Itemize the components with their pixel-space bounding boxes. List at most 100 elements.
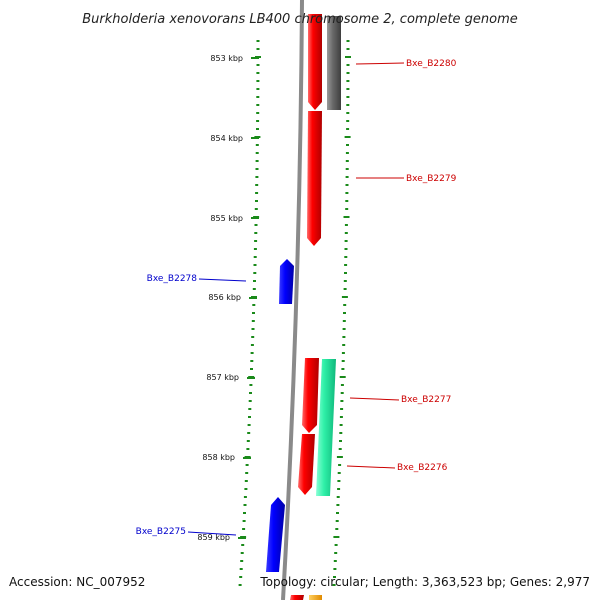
gene-label-bxe-b2279[interactable]: Bxe_B2279 [406,174,457,184]
minor-tick-mark [255,200,258,202]
chromosome-backbone [281,0,304,600]
minor-tick-mark [253,248,257,250]
gene-red-fragment-arrow[interactable] [298,434,315,495]
minor-tick-mark [340,408,344,410]
right-tick-rail [332,40,351,586]
minor-tick-mark [247,424,251,426]
minor-tick-mark [242,528,246,530]
minor-tick-mark [246,448,250,450]
minor-tick-mark [256,88,260,90]
minor-tick-mark [344,136,351,138]
leader-line [355,62,405,65]
gene-label-bxe-b2276[interactable]: Bxe_B2276 [397,463,448,473]
minor-tick-mark [246,440,250,442]
kbp-tick-label: 855 kbp [210,214,243,223]
gene-gray-feature[interactable] [327,16,341,110]
minor-tick-mark [253,264,257,266]
minor-tick-mark [250,360,254,362]
leader-line [198,278,247,282]
gene-bxe-b2278-arrow[interactable] [279,259,294,304]
minor-tick-mark [252,288,256,290]
minor-tick-mark [255,192,259,194]
minor-tick-mark [255,176,259,178]
minor-tick-mark [345,192,349,194]
minor-tick-mark [345,168,349,170]
minor-tick-mark [343,304,347,306]
minor-tick-mark [344,248,348,250]
minor-tick-mark [249,384,253,386]
minor-tick-mark [256,128,259,130]
minor-tick-mark [333,568,337,570]
minor-tick-mark [343,280,347,282]
gene-bxe-b2277-arrow[interactable] [302,358,319,433]
minor-tick-mark [242,520,246,522]
features [266,14,341,600]
minor-tick-mark [346,80,350,82]
minor-tick-mark [345,176,349,178]
map-title: Burkholderia xenovorans LB400 chromosome… [82,12,518,27]
minor-tick-mark [332,584,336,586]
minor-tick-mark [333,536,340,538]
minor-tick-mark [346,88,350,90]
minor-tick-mark [339,440,342,442]
minor-tick-mark [346,104,350,106]
minor-tick-mark [337,472,341,474]
gene-bottom-orange-fragment[interactable] [309,595,322,600]
minor-tick-mark [338,448,342,450]
minor-tick-mark [254,224,258,226]
gene-bxe-b2275-arrow[interactable] [266,497,285,572]
minor-tick-mark [247,432,251,434]
minor-tick-mark [240,560,244,562]
minor-tick-mark [244,488,248,490]
gene-bottom-red-fragment[interactable] [290,595,304,600]
minor-tick-mark [255,144,259,146]
minor-tick-mark [239,576,243,578]
minor-tick-mark [342,320,346,322]
minor-tick-mark [255,160,259,162]
minor-tick-mark [335,520,339,522]
minor-tick-mark [341,352,345,354]
minor-tick-mark [254,208,258,210]
minor-tick-mark [253,256,257,258]
kbp-tick-mark [247,377,255,379]
minor-tick-mark [345,160,349,162]
minor-tick-mark [253,280,256,282]
minor-tick-mark [238,584,242,586]
minor-tick-mark [342,328,346,330]
minor-tick-mark [254,240,258,242]
minor-tick-mark [335,528,339,530]
minor-tick-mark [342,344,346,346]
gene-label-bxe-b2277[interactable]: Bxe_B2277 [401,395,451,405]
gene-label-bxe-b2278[interactable]: Bxe_B2278 [147,274,198,284]
minor-tick-mark [256,80,260,82]
minor-tick-mark [345,208,349,210]
gene-bxe-b2280-arrow[interactable] [308,14,322,110]
minor-tick-mark [252,304,256,306]
minor-tick-mark [342,336,346,338]
minor-tick-mark [336,512,339,514]
minor-tick-mark [336,496,340,498]
gene-bxe-b2279-arrow[interactable] [307,111,322,246]
minor-tick-mark [345,200,349,202]
kbp-tick-mark [251,137,259,139]
minor-tick-mark [344,264,348,266]
gene-label-bxe-b2280[interactable]: Bxe_B2280 [406,59,457,69]
minor-tick-mark [339,424,343,426]
minor-tick-mark [251,320,255,322]
kbp-tick-label: 858 kbp [202,453,235,462]
minor-tick-mark [252,312,255,314]
minor-tick-mark [250,352,254,354]
genome-summary-text: Topology: circular; Length: 3,363,523 bp… [259,575,590,589]
minor-tick-mark [256,112,260,114]
minor-tick-mark [250,368,253,370]
minor-tick-mark [346,120,350,122]
gene-label-bxe-b2275[interactable]: Bxe_B2275 [136,527,186,537]
gene-bxe-b2276-rna[interactable] [316,359,336,496]
minor-tick-mark [337,480,341,482]
minor-tick-mark [337,488,341,490]
kbp-tick-label: 853 kbp [210,54,243,63]
minor-tick-mark [346,40,350,42]
kbp-tick-label: 854 kbp [210,134,243,143]
minor-tick-mark [256,48,260,50]
